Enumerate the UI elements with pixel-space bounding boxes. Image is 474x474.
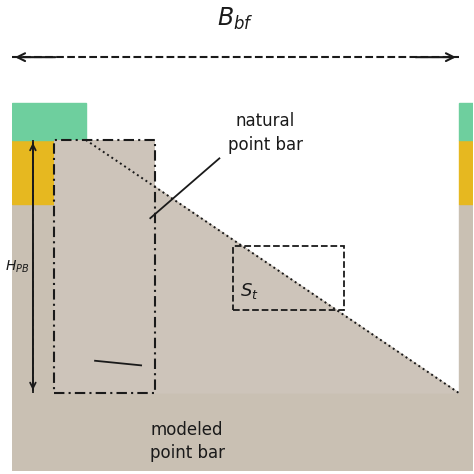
Text: $H_{PB}$: $H_{PB}$ [5,258,29,274]
Text: natural
point bar: natural point bar [228,112,303,154]
Bar [12,140,86,204]
Text: $B_{bf}$: $B_{bf}$ [217,6,254,32]
Bar [233,246,344,310]
Polygon shape [86,140,459,393]
Bar [459,140,473,204]
Bar [86,393,459,471]
Text: modeled
point bar: modeled point bar [150,420,225,462]
Bar [459,204,473,471]
Bar [54,140,155,393]
Bar [12,103,86,140]
Text: $S_t$: $S_t$ [240,281,259,301]
Bar [459,103,473,140]
Bar [12,204,86,471]
